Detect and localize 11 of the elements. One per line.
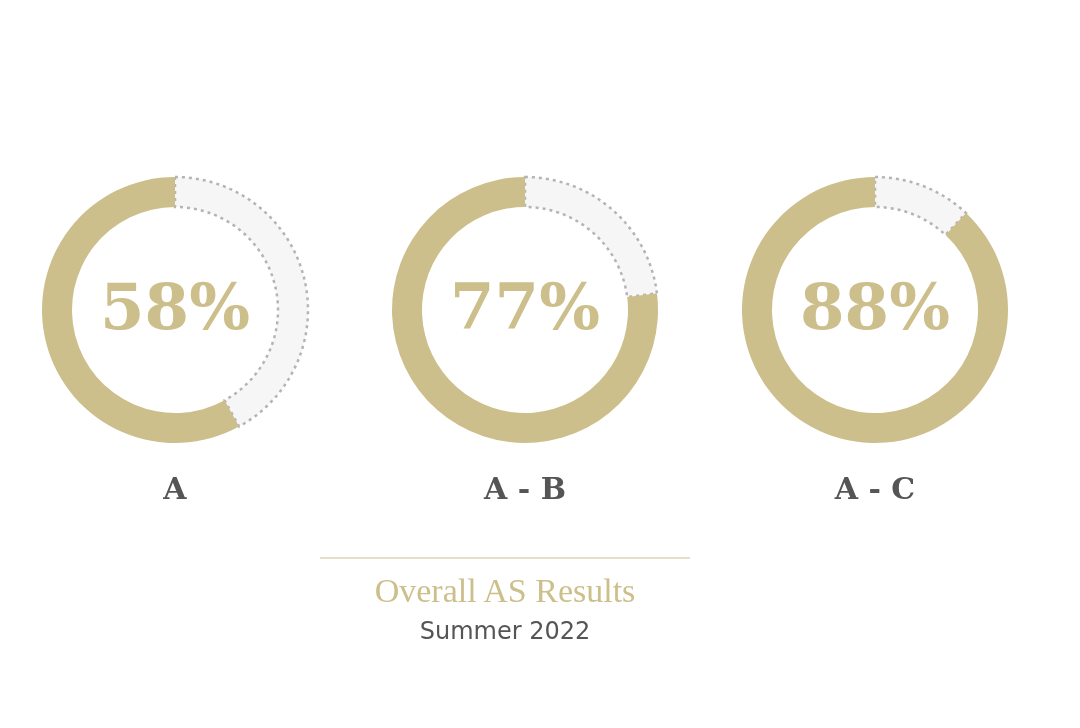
data-label: 77% [450, 269, 600, 344]
data-label: 58% [100, 269, 250, 344]
text: A - C [833, 471, 916, 506]
donut-slice [392, 177, 658, 443]
text: Overall AS Results [374, 572, 636, 609]
donut-slice [873, 175, 968, 237]
text: A - B [483, 471, 566, 506]
donut-slice [742, 177, 1008, 443]
text: A [162, 471, 188, 506]
data-label: 88% [800, 269, 950, 344]
text: Summer 2022 [419, 617, 591, 645]
